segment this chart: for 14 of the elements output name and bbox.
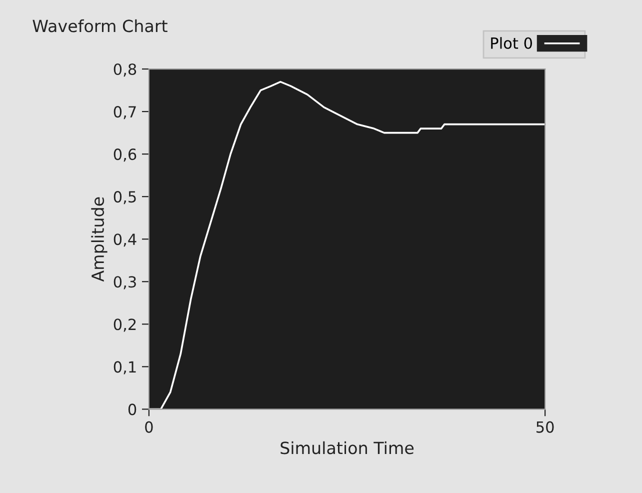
y-tick-label: 0,2 [114, 318, 136, 332]
y-tick-label: 0 [128, 404, 136, 416]
y-tick-label: 0,1 [114, 361, 136, 374]
x-axis-title: Simulation Time [280, 441, 414, 454]
y-tick-label: 0,3 [114, 276, 136, 290]
y-tick-label: 0,5 [114, 191, 136, 204]
y-tick-label: 0,7 [114, 106, 136, 120]
y-tick-label: 0,4 [114, 234, 136, 247]
legend-label: Plot 0 [491, 37, 532, 49]
chart-title: Waveform Chart [32, 19, 168, 32]
y-tick-label: 0,6 [114, 148, 136, 162]
x-tick-label: 50 [536, 421, 554, 433]
y-axis-title: Amplitude [91, 197, 108, 282]
y-tick-label: 0,8 [114, 63, 136, 77]
